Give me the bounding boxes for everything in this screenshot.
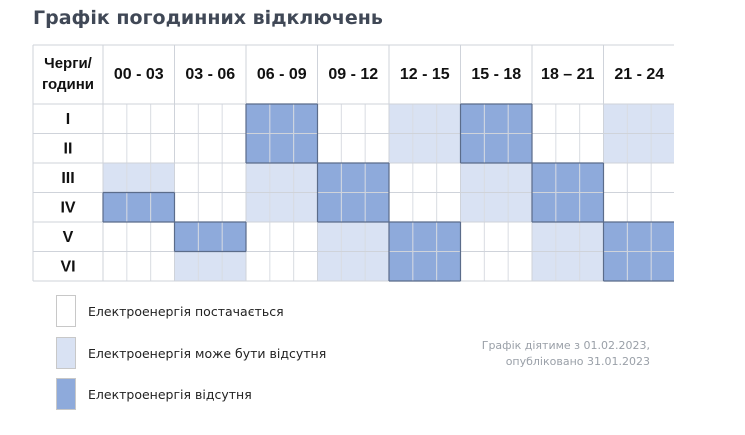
- row-label: I: [66, 111, 70, 128]
- legend-label-maybe-off: Електроенергія може бути відсутня: [88, 345, 327, 361]
- schedule-cell: [460, 251, 532, 281]
- schedule-cell: [389, 163, 461, 193]
- validity-note-line2: опубліковано 31.01.2023: [505, 355, 650, 368]
- schedule-cell: [246, 133, 318, 163]
- schedule-cell: [246, 222, 318, 252]
- schedule-cell: [460, 192, 532, 222]
- column-header: 09 - 12: [328, 66, 378, 83]
- schedule-cell: [603, 222, 674, 252]
- schedule-cell: [389, 104, 461, 134]
- column-header: 12 - 15: [400, 66, 450, 83]
- schedule-cell: [246, 192, 318, 222]
- schedule-cell: [460, 104, 532, 134]
- schedule-cell: [317, 133, 389, 163]
- schedule-cell: [246, 251, 318, 281]
- legend-swatch-off: [56, 378, 76, 410]
- schedule-cell: [532, 192, 604, 222]
- schedule-cell: [174, 163, 246, 193]
- schedule-cell: [317, 222, 389, 252]
- schedule-cell: [460, 163, 532, 193]
- schedule-cell: [174, 133, 246, 163]
- schedule-cell: [103, 104, 175, 134]
- schedule-cell: [603, 133, 674, 163]
- schedule-cell: [246, 104, 318, 134]
- schedule-grid: Черги/години 00 - 03 03 - 06 06 - 09 09 - 12…: [32, 44, 674, 282]
- schedule-cell: [174, 192, 246, 222]
- schedule-cell: [317, 104, 389, 134]
- column-header: 00 - 03: [114, 66, 164, 83]
- row-label: III: [61, 170, 74, 187]
- legend-item-supplied: Електроенергія постачається: [56, 294, 284, 328]
- validity-note: Графік діятиме з 01.02.2023, опублікован…: [482, 338, 650, 370]
- schedule-cell: [532, 251, 604, 281]
- schedule-cell: [103, 251, 175, 281]
- column-header: 18 – 21: [541, 66, 594, 83]
- schedule-cell: [532, 133, 604, 163]
- column-header: 15 - 18: [471, 66, 521, 83]
- column-header: 03 - 06: [185, 66, 235, 83]
- schedule-cell: [532, 222, 604, 252]
- row-label: V: [63, 229, 74, 246]
- row-label: IV: [60, 199, 75, 216]
- schedule-cell: [103, 222, 175, 252]
- schedule-cell: [603, 163, 674, 193]
- schedule-cell: [174, 251, 246, 281]
- schedule-cell: [460, 222, 532, 252]
- schedule-cell: [389, 222, 461, 252]
- schedule-cell: [389, 133, 461, 163]
- corner-label-queues: Черги/: [44, 55, 93, 72]
- validity-note-line1: Графік діятиме з 01.02.2023,: [481, 339, 650, 352]
- schedule-cell: [532, 104, 604, 134]
- schedule-cell: [603, 104, 674, 134]
- legend-swatch-maybe-off: [56, 337, 76, 369]
- schedule-cell: [174, 104, 246, 134]
- schedule-cell: [389, 251, 461, 281]
- legend-label-supplied: Електроенергія постачається: [88, 303, 284, 319]
- schedule-cell: [174, 222, 246, 252]
- schedule-cell: [603, 192, 674, 222]
- schedule-cell: [389, 192, 461, 222]
- column-header: 21 - 24: [614, 66, 664, 83]
- schedule-cell: [103, 163, 175, 193]
- legend-item-off: Електроенергія відсутня: [56, 377, 252, 411]
- schedule-cell: [603, 251, 674, 281]
- row-label: VI: [60, 258, 75, 275]
- column-header: 06 - 09: [257, 66, 307, 83]
- schedule-cell: [317, 192, 389, 222]
- schedule-cell: [460, 133, 532, 163]
- schedule-cell: [246, 163, 318, 193]
- corner-label-hours: години: [42, 76, 94, 93]
- schedule-cell: [103, 192, 175, 222]
- legend-item-maybe-off: Електроенергія може бути відсутня: [56, 336, 326, 370]
- schedule-cell: [317, 163, 389, 193]
- schedule-cell: [532, 163, 604, 193]
- schedule-cell: [317, 251, 389, 281]
- schedule-table: Черги/години 00 - 03 03 - 06 06 - 09 09 - 12…: [32, 44, 674, 282]
- legend-swatch-supplied: [56, 295, 76, 327]
- page-title: Графік погодинних відключень: [33, 7, 383, 29]
- schedule-cell: [103, 133, 175, 163]
- row-label: II: [64, 140, 73, 157]
- legend-label-off: Електроенергія відсутня: [88, 386, 252, 402]
